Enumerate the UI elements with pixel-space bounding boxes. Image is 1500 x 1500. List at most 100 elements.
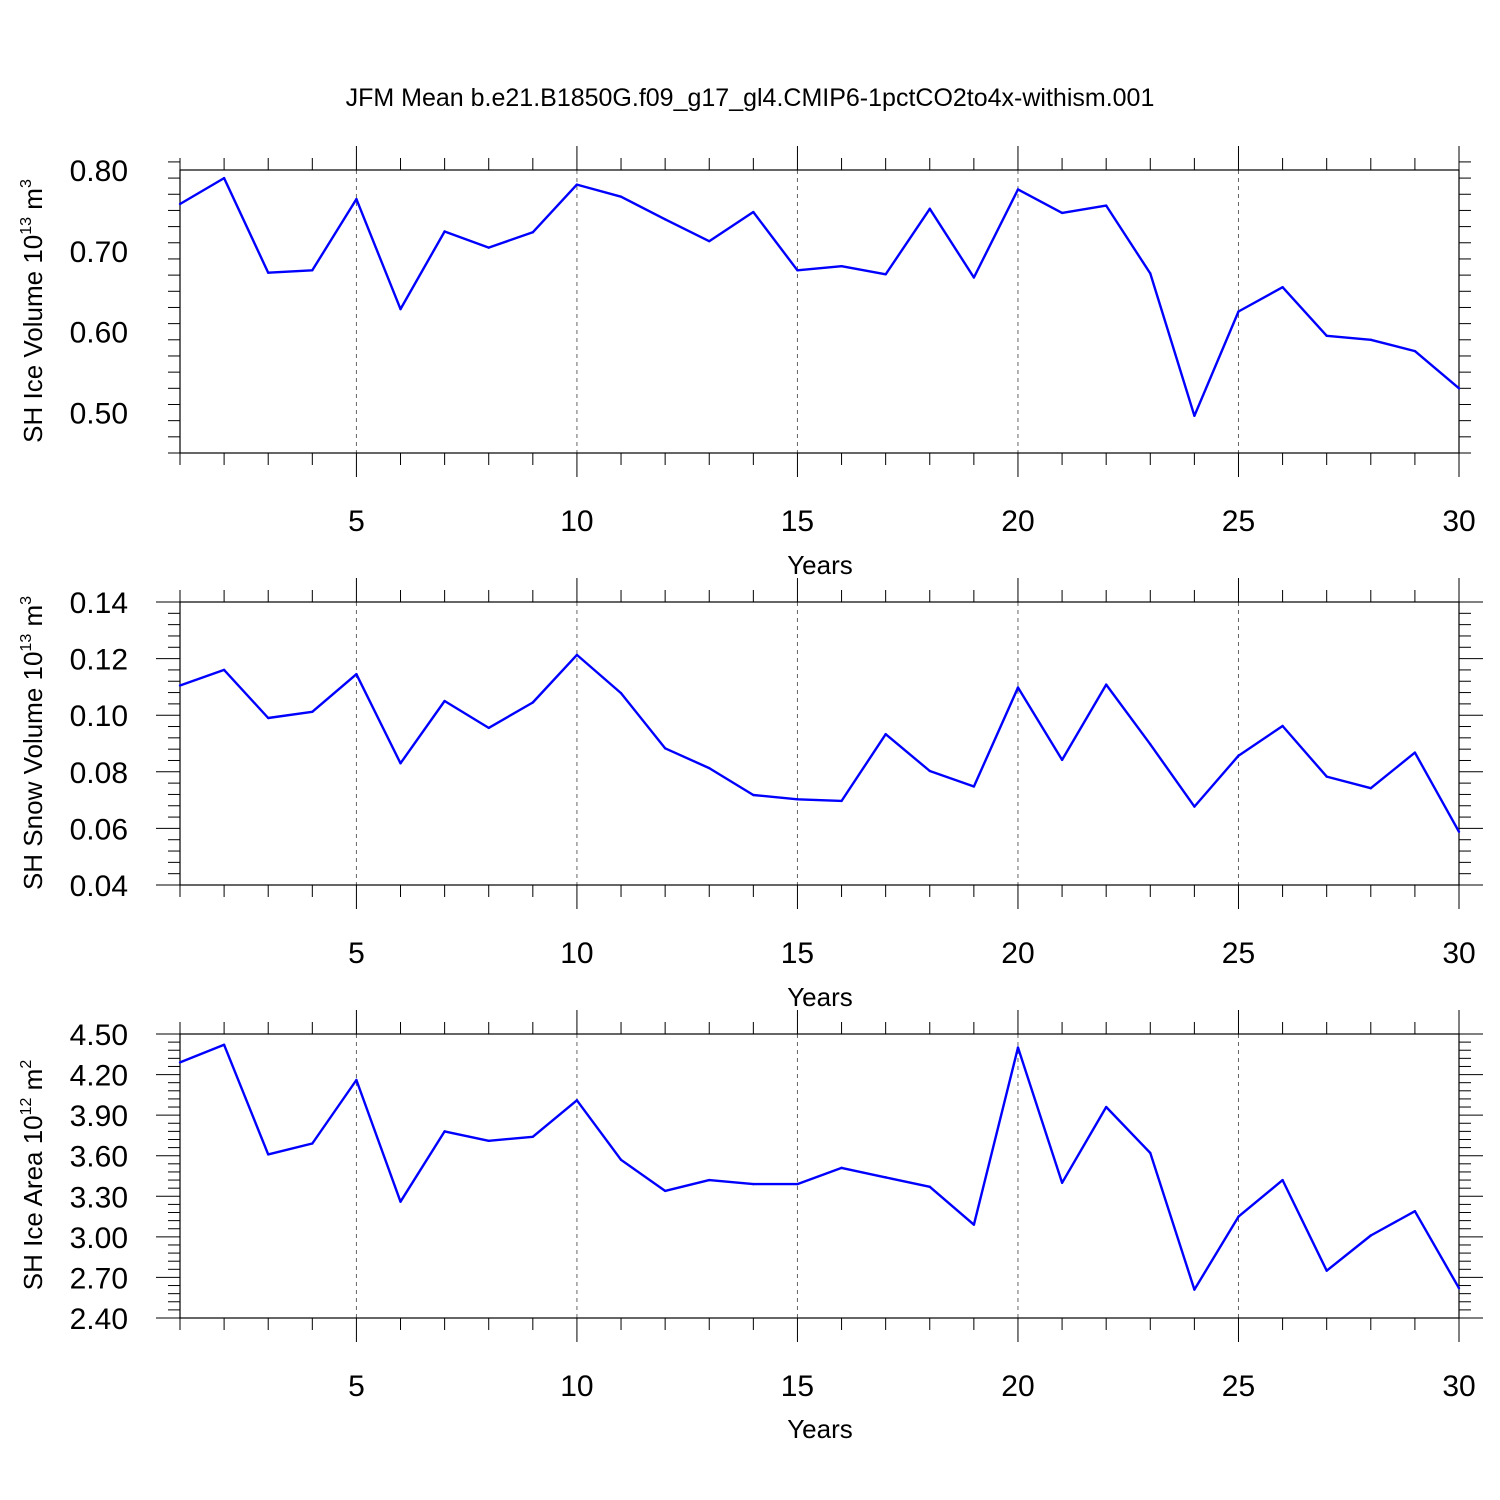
data-point [840,265,843,268]
data-point [1149,743,1152,746]
data-point [1413,751,1417,754]
data-point [267,1153,270,1156]
plot-frame [179,601,1460,886]
x-tick-label: 30 [1442,937,1475,970]
x-tick-label: 10 [560,937,593,970]
y-tick-label: 0.12 [70,644,128,677]
data-point [222,668,226,672]
y-tick-label: 3.30 [70,1181,128,1214]
data-point [1457,1287,1461,1290]
data-point [575,653,579,657]
data-point [443,230,446,233]
plot-area: 0.04 0.06 0.08 0.10 0.12 0.14 5 10 15 20 25 30 [70,578,1483,970]
data-point [796,269,799,272]
data-point [796,1182,799,1186]
data-point [1149,1151,1152,1155]
x-tick-label: 10 [560,505,593,538]
data-point [884,1176,887,1179]
data-point [399,307,402,311]
data-point [972,785,976,788]
y-tick-label: 0.10 [70,700,128,733]
y-tick-label: 4.50 [70,1019,128,1052]
data-point [355,1078,358,1082]
data-point [267,271,270,274]
y-tick-label: 0.60 [70,317,128,350]
data-point [1369,1234,1372,1237]
y-tick-label: 0.08 [70,757,128,790]
data-point [1281,724,1284,728]
series-line [179,1043,1461,1291]
data-point [884,732,887,736]
x-axis-title: Years [787,550,853,580]
data-point [575,183,579,186]
y-tick-label: 0.70 [70,236,128,269]
data-point [1193,805,1196,808]
data-point [619,1158,623,1161]
x-axis-title: Years [787,982,853,1012]
plot-frame [179,169,1460,454]
data-point [443,1130,446,1133]
y-tick-label: 3.60 [70,1141,128,1174]
data-point [1104,683,1108,686]
data-point [1325,334,1328,337]
data-point [796,798,799,801]
data-point [1193,414,1196,418]
x-tick-label: 20 [1001,937,1034,970]
data-point [487,1139,490,1143]
y-tick-label: 4.20 [70,1060,128,1093]
data-point [1325,775,1328,778]
data-point [708,766,711,770]
data-point [178,202,182,206]
data-point [972,1223,976,1226]
plot-frame [179,1033,1460,1319]
x-tick-label: 20 [1001,505,1034,538]
data-point [1104,204,1108,207]
y-axis-title: SH Ice Area 1012 m2 [18,1060,48,1291]
data-point [840,799,843,803]
data-point [222,1043,226,1047]
data-point [311,1142,314,1145]
x-tick-label: 15 [781,937,814,970]
data-point [222,176,226,180]
data-point [1457,830,1461,833]
x-tick-label: 5 [348,505,365,538]
plot-area: 0.50 0.60 0.70 0.80 5 10 15 20 25 30 [70,146,1476,538]
data-point [884,273,887,276]
data-point [178,684,182,687]
data-point [311,269,314,272]
y-axis-title: SH Snow Volume 1013 m3 [18,596,48,890]
series-line [179,653,1461,833]
data-point [1016,686,1020,689]
data-point [1457,387,1461,390]
x-tick-label: 5 [348,937,365,970]
data-point [840,1166,843,1170]
x-tick-label: 30 [1442,1370,1475,1403]
data-point [1413,349,1417,353]
figure-title: JFM Mean b.e21.B1850G.f09_g17_gl4.CMIP6-… [346,84,1155,112]
x-tick-label: 25 [1222,505,1255,538]
data-point [928,1185,931,1189]
data-point [1149,272,1152,275]
y-tick-label: 2.40 [70,1303,128,1336]
data-point [752,793,755,797]
data-point [708,239,711,243]
data-point [1104,1105,1108,1109]
data-point [1237,310,1240,313]
x-tick-label: 25 [1222,1370,1255,1403]
data-point [267,716,270,720]
data-point [311,710,314,714]
data-point [708,1178,711,1182]
data-point [531,1135,535,1138]
x-tick-label: 30 [1442,505,1475,538]
y-tick-label: 0.04 [70,870,128,903]
data-point [1281,1178,1284,1182]
data-point [575,1099,579,1102]
data-point [1281,286,1284,289]
data-point [752,1182,755,1186]
data-point [443,699,446,703]
data-point [355,672,358,676]
data-point [1237,754,1240,757]
y-tick-label: 0.14 [70,587,128,620]
data-point [1060,211,1064,215]
data-point [928,769,931,773]
